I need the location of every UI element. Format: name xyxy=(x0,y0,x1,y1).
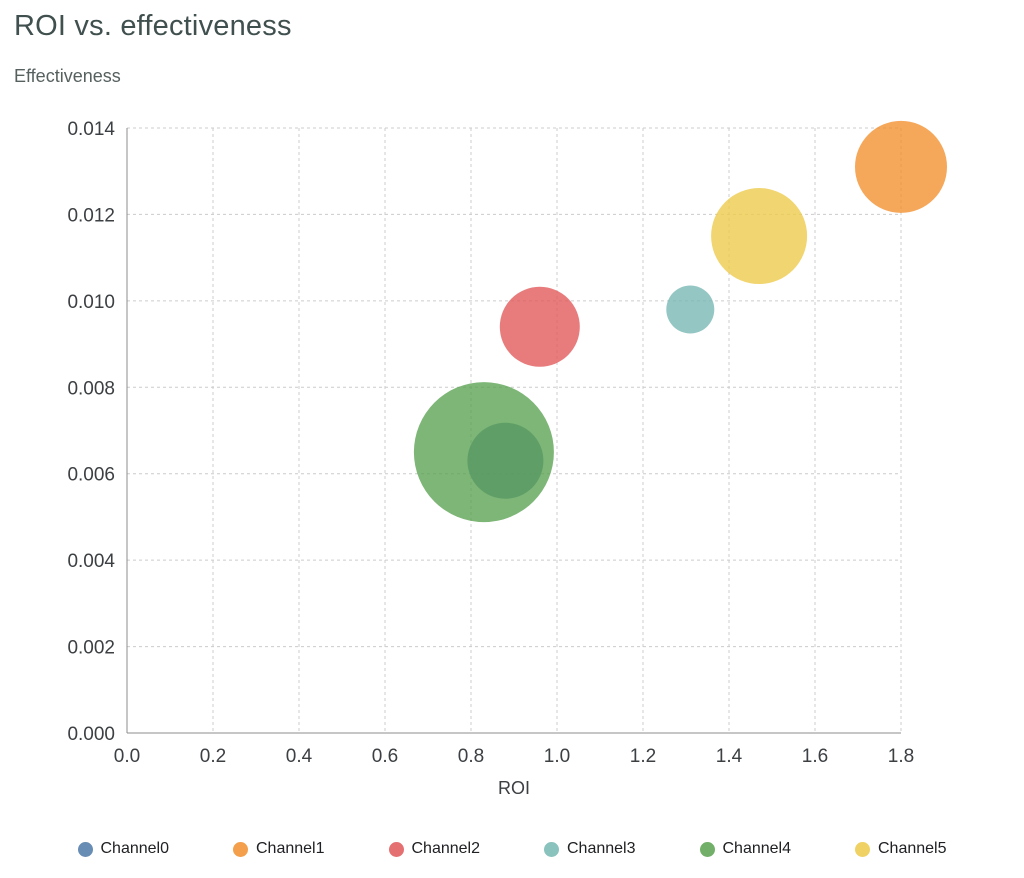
chart-title: ROI vs. effectiveness xyxy=(14,10,292,42)
legend-label: Channel4 xyxy=(722,840,792,857)
bubble-channel1[interactable] xyxy=(855,120,947,213)
x-axis-title: ROI xyxy=(497,778,530,798)
x-tick-label: 0.2 xyxy=(200,746,226,767)
bubble-channel5[interactable] xyxy=(711,188,808,285)
y-tick-label: 0.002 xyxy=(67,638,115,659)
legend-label: Channel3 xyxy=(567,840,636,857)
x-tick-label: 1.4 xyxy=(716,746,743,767)
x-tick-label: 0.8 xyxy=(458,746,484,767)
legend-label: Channel5 xyxy=(878,840,947,857)
legend-swatch-icon xyxy=(388,841,404,857)
y-tick-label: 0.008 xyxy=(67,378,115,399)
legend-item-channel5[interactable]: Channel5 xyxy=(855,840,947,858)
legend-swatch-icon xyxy=(855,841,870,857)
y-tick-label: 0.006 xyxy=(67,465,115,486)
legend-swatch-icon xyxy=(544,841,559,857)
x-tick-label: 1.6 xyxy=(802,746,828,767)
bubble-channel4[interactable] xyxy=(413,382,554,523)
x-tick-label: 0.0 xyxy=(114,746,140,767)
y-tick-label: 0.000 xyxy=(67,724,115,745)
legend-label: Channel2 xyxy=(411,840,481,857)
legend-item-channel3[interactable]: Channel3 xyxy=(544,840,636,858)
x-tick-label: 0.6 xyxy=(372,746,398,767)
y-tick-label: 0.014 xyxy=(67,119,115,140)
x-tick-label: 1.0 xyxy=(544,746,570,767)
x-tick-label: 1.2 xyxy=(630,746,656,767)
y-axis-title: Effectiveness xyxy=(14,66,121,86)
legend-item-channel2[interactable]: Channel2 xyxy=(388,840,481,858)
legend-label: Channel0 xyxy=(100,840,170,857)
legend-item-channel0[interactable]: Channel0 xyxy=(77,840,170,858)
legend-label: Channel1 xyxy=(256,840,325,857)
y-tick-label: 0.010 xyxy=(67,292,115,313)
legend-item-channel1[interactable]: Channel1 xyxy=(233,840,325,858)
legend-swatch-icon xyxy=(233,841,248,857)
legend-item-channel4[interactable]: Channel4 xyxy=(699,840,792,858)
x-tick-label: 1.8 xyxy=(888,746,914,767)
legend-swatch-icon xyxy=(77,841,93,857)
bubble-channel2[interactable] xyxy=(499,286,580,367)
legend-swatch-icon xyxy=(699,841,715,857)
x-tick-label: 0.4 xyxy=(286,746,313,767)
chart-legend: Channel0 Channel1 Channel2 Channel3 Channel4… xyxy=(0,840,1024,858)
bubble-channel3[interactable] xyxy=(666,285,715,334)
y-tick-label: 0.012 xyxy=(67,205,115,226)
y-tick-label: 0.004 xyxy=(67,551,115,572)
